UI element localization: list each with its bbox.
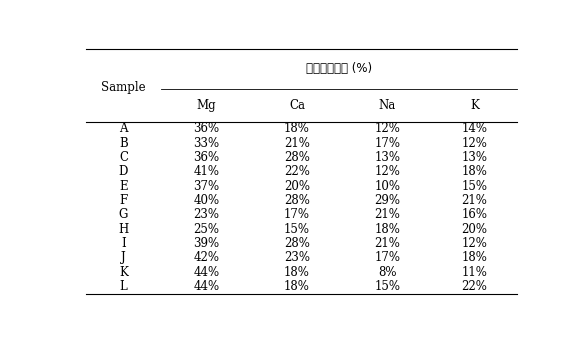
Text: 17%: 17% bbox=[375, 137, 401, 149]
Text: 39%: 39% bbox=[193, 237, 219, 250]
Text: 33%: 33% bbox=[193, 137, 219, 149]
Text: 18%: 18% bbox=[284, 122, 310, 135]
Text: Sample: Sample bbox=[101, 81, 146, 94]
Text: 21%: 21% bbox=[284, 137, 310, 149]
Text: 37%: 37% bbox=[193, 180, 219, 193]
Text: 8%: 8% bbox=[378, 266, 397, 279]
Text: Na: Na bbox=[379, 99, 396, 112]
Text: K: K bbox=[470, 99, 479, 112]
Text: 12%: 12% bbox=[375, 122, 400, 135]
Text: 21%: 21% bbox=[375, 237, 400, 250]
Text: 25%: 25% bbox=[193, 223, 219, 236]
Text: 18%: 18% bbox=[461, 252, 488, 264]
Text: L: L bbox=[120, 280, 127, 293]
Text: 12%: 12% bbox=[375, 165, 400, 178]
Text: C: C bbox=[119, 151, 128, 164]
Text: I: I bbox=[121, 237, 126, 250]
Text: 40%: 40% bbox=[193, 194, 219, 207]
Text: 21%: 21% bbox=[461, 194, 488, 207]
Text: 22%: 22% bbox=[461, 280, 488, 293]
Text: 10%: 10% bbox=[375, 180, 401, 193]
Text: B: B bbox=[119, 137, 128, 149]
Text: 17%: 17% bbox=[375, 252, 401, 264]
Text: 13%: 13% bbox=[461, 151, 488, 164]
Text: 15%: 15% bbox=[375, 280, 401, 293]
Text: 11%: 11% bbox=[461, 266, 488, 279]
Text: 상대표준편차 (%): 상대표준편차 (%) bbox=[306, 62, 372, 75]
Text: Ca: Ca bbox=[289, 99, 305, 112]
Text: E: E bbox=[119, 180, 128, 193]
Text: D: D bbox=[119, 165, 128, 178]
Text: 14%: 14% bbox=[461, 122, 488, 135]
Text: 15%: 15% bbox=[461, 180, 488, 193]
Text: 18%: 18% bbox=[284, 280, 310, 293]
Text: 18%: 18% bbox=[284, 266, 310, 279]
Text: 36%: 36% bbox=[193, 151, 219, 164]
Text: 44%: 44% bbox=[193, 266, 219, 279]
Text: 28%: 28% bbox=[284, 194, 310, 207]
Text: 41%: 41% bbox=[193, 165, 219, 178]
Text: K: K bbox=[119, 266, 128, 279]
Text: 18%: 18% bbox=[461, 165, 488, 178]
Text: 15%: 15% bbox=[284, 223, 310, 236]
Text: 17%: 17% bbox=[284, 208, 310, 221]
Text: 12%: 12% bbox=[461, 237, 488, 250]
Text: 20%: 20% bbox=[284, 180, 310, 193]
Text: 22%: 22% bbox=[284, 165, 310, 178]
Text: A: A bbox=[119, 122, 128, 135]
Text: 21%: 21% bbox=[375, 208, 400, 221]
Text: 42%: 42% bbox=[193, 252, 219, 264]
Text: 23%: 23% bbox=[284, 252, 310, 264]
Text: H: H bbox=[118, 223, 129, 236]
Text: 13%: 13% bbox=[375, 151, 401, 164]
Text: 28%: 28% bbox=[284, 237, 310, 250]
Text: 20%: 20% bbox=[461, 223, 488, 236]
Text: 18%: 18% bbox=[375, 223, 400, 236]
Text: 16%: 16% bbox=[461, 208, 488, 221]
Text: G: G bbox=[119, 208, 128, 221]
Text: 23%: 23% bbox=[193, 208, 219, 221]
Text: F: F bbox=[119, 194, 127, 207]
Text: 28%: 28% bbox=[284, 151, 310, 164]
Text: 12%: 12% bbox=[461, 137, 488, 149]
Text: 36%: 36% bbox=[193, 122, 219, 135]
Text: J: J bbox=[121, 252, 126, 264]
Text: 29%: 29% bbox=[375, 194, 401, 207]
Text: 44%: 44% bbox=[193, 280, 219, 293]
Text: Mg: Mg bbox=[197, 99, 217, 112]
